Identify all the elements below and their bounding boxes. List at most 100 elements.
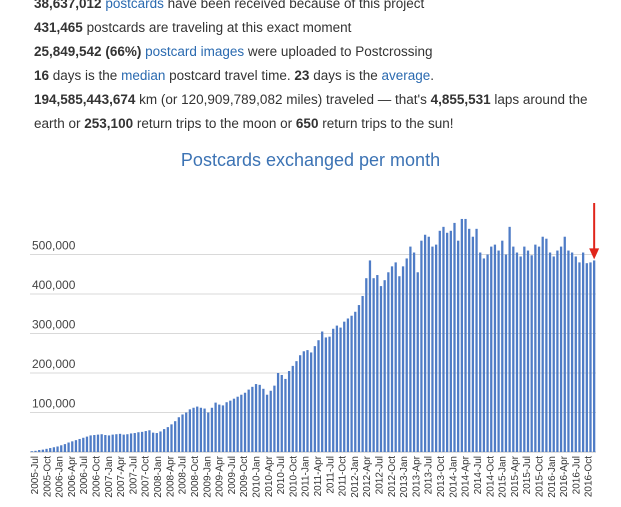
bar <box>118 433 122 452</box>
bar <box>291 365 294 452</box>
y-tick-label: 100,000 <box>32 397 76 411</box>
x-tick-label: 2005-Jul <box>30 456 41 494</box>
y-tick-label: 200,000 <box>32 357 76 371</box>
bar <box>199 407 203 452</box>
bar <box>181 414 184 452</box>
travel-text-3: days is the <box>309 68 382 83</box>
bar <box>295 361 298 452</box>
bar <box>376 275 379 452</box>
bar <box>534 244 537 452</box>
bar <box>210 407 214 452</box>
distance-km: 194,585,443,674 <box>34 92 136 107</box>
bar <box>96 434 100 452</box>
bar <box>420 240 423 452</box>
bar <box>446 232 449 452</box>
x-tick-label: 2006-Jan <box>55 456 66 498</box>
bar <box>133 433 136 452</box>
bar <box>52 447 56 452</box>
bar <box>559 246 563 452</box>
bar <box>148 430 151 452</box>
bar <box>405 258 408 452</box>
bar <box>545 238 548 452</box>
bar <box>508 226 511 452</box>
bar <box>504 254 508 452</box>
bar <box>107 435 111 452</box>
x-tick-label: 2016-Oct <box>584 456 595 497</box>
bar <box>541 236 544 452</box>
bar <box>442 226 445 452</box>
bar <box>501 240 504 452</box>
y-tick-label: 400,000 <box>32 278 76 292</box>
received-count: 38,637,012 <box>34 0 102 11</box>
bar <box>324 337 328 452</box>
bar <box>159 431 162 452</box>
x-tick-label: 2013-Jul <box>424 456 435 494</box>
bar <box>486 254 489 452</box>
bar <box>453 222 456 452</box>
bar <box>67 442 70 452</box>
bar <box>578 262 581 452</box>
bar <box>269 390 272 452</box>
median-days: 16 <box>34 68 50 83</box>
bar <box>321 331 324 452</box>
bar <box>416 272 419 452</box>
bar <box>310 352 313 452</box>
bar <box>567 250 570 452</box>
stat-traveling: 431,465 postcards are traveling at this … <box>34 16 618 40</box>
bar <box>519 256 522 452</box>
traveling-text: postcards are traveling at this exact mo… <box>82 20 352 35</box>
bar <box>177 417 180 452</box>
received-text: have been received because of this proje… <box>163 0 425 11</box>
bar <box>280 374 283 452</box>
bar <box>151 432 155 452</box>
postcards-link[interactable]: postcards <box>105 0 164 11</box>
bar <box>332 328 335 452</box>
bar <box>265 394 269 452</box>
bar <box>49 448 52 452</box>
bar <box>82 437 85 452</box>
bar <box>581 252 585 452</box>
stat-received: 38,637,012 postcards have been received … <box>34 0 618 16</box>
bar <box>192 407 195 452</box>
bar <box>493 244 497 452</box>
x-tick-label: 2006-Apr <box>67 455 78 497</box>
median-link[interactable]: median <box>121 68 166 83</box>
bar <box>548 252 552 452</box>
bar <box>60 445 63 452</box>
bar <box>423 234 427 452</box>
stat-travel-time: 16 days is the median postcard travel ti… <box>34 64 618 88</box>
x-tick-label: 2008-Oct <box>190 456 201 497</box>
bar <box>339 327 342 452</box>
bar <box>166 427 169 452</box>
x-tick-label: 2015-Oct <box>534 456 545 497</box>
bar <box>126 434 129 452</box>
postcard-images-link[interactable]: postcard images <box>145 44 245 59</box>
bar <box>232 398 236 452</box>
bar <box>71 441 74 452</box>
bar <box>394 262 397 452</box>
bar <box>100 434 103 452</box>
bar <box>570 252 574 452</box>
bar <box>129 433 133 452</box>
bar <box>317 340 320 452</box>
earth-laps: 4,855,531 <box>430 92 491 107</box>
x-tick-label: 2014-Apr <box>461 455 472 497</box>
x-tick-label: 2014-Jan <box>448 456 459 498</box>
bar <box>457 240 460 452</box>
bar <box>207 412 210 452</box>
average-link[interactable]: average <box>381 68 431 83</box>
travel-text-4: . <box>430 68 435 83</box>
bar <box>185 412 188 452</box>
bar <box>383 280 386 452</box>
travel-text-2: postcard travel time. <box>165 68 295 83</box>
x-tick-label: 2007-Apr <box>116 455 127 497</box>
bar <box>287 371 291 452</box>
bar <box>512 246 515 452</box>
x-tick-label: 2007-Oct <box>141 456 152 497</box>
bar <box>302 351 305 452</box>
uploaded-percent: (66%) <box>101 44 146 59</box>
bar <box>585 263 588 452</box>
x-tick-label: 2007-Jul <box>128 456 139 494</box>
bar <box>38 450 41 452</box>
bar <box>390 266 394 452</box>
